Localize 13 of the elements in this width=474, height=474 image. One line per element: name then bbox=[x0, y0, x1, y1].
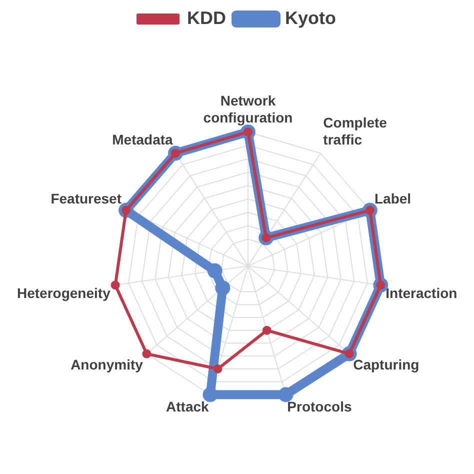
legend-label: KDD bbox=[187, 8, 226, 28]
spoke-label: Metadata bbox=[112, 131, 174, 148]
spoke-label: Complete traffic bbox=[323, 114, 388, 148]
spoke-label: Protocols bbox=[287, 398, 352, 415]
spoke-label: Heterogeneity bbox=[17, 285, 111, 302]
spoke-label: Capturing bbox=[353, 356, 420, 372]
spoke-label: Anonymity bbox=[70, 356, 144, 372]
spoke-label: Attack bbox=[166, 398, 210, 415]
spoke-label: Featureset bbox=[50, 190, 122, 207]
legend-label: Kyoto bbox=[285, 8, 336, 28]
spoke-label: Interaction bbox=[386, 285, 458, 302]
spoke-label: Label bbox=[374, 190, 412, 207]
spoke-label: Network configuration bbox=[203, 92, 293, 126]
